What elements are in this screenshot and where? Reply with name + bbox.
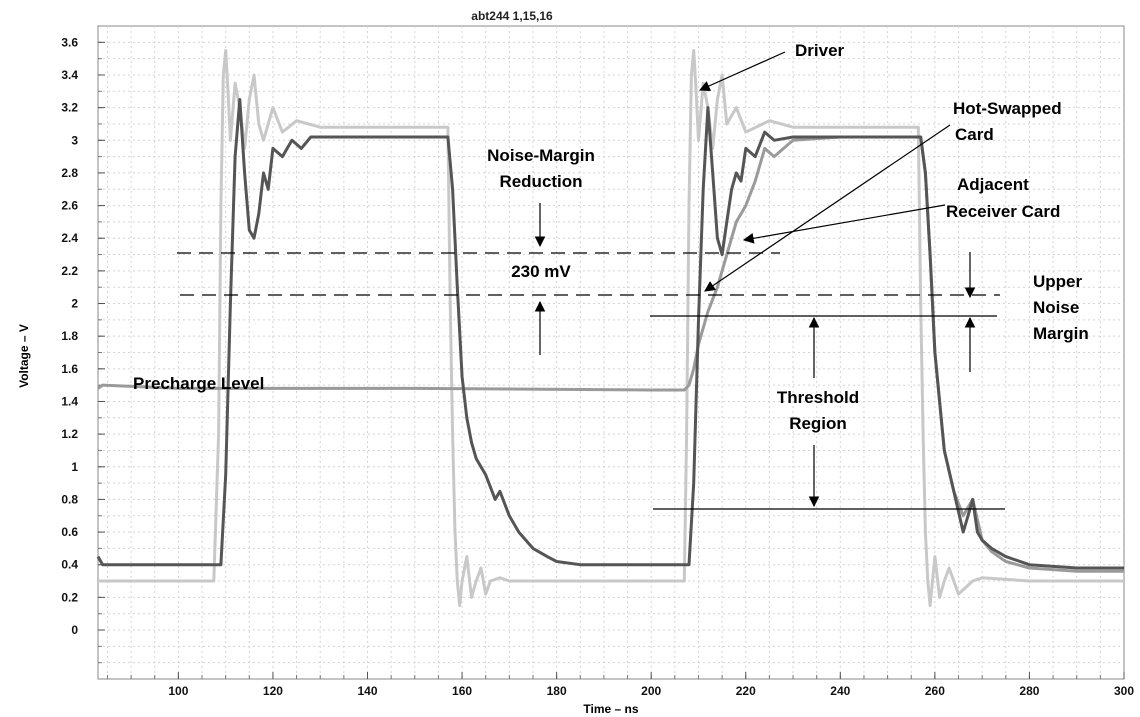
y-tick-label: 3 <box>71 133 78 147</box>
x-tick-label: 180 <box>547 684 567 698</box>
annotation-precharge: Precharge Level <box>133 374 264 393</box>
x-tick-label: 140 <box>357 684 377 698</box>
annotation-noise-margin-1: Noise-Margin <box>487 146 595 165</box>
y-tick-label: 3.2 <box>61 101 78 115</box>
annotation-upper-noise-3: Margin <box>1033 324 1089 343</box>
x-tick-label: 300 <box>1114 684 1134 698</box>
annotation-adjacent-2: Receiver Card <box>946 202 1060 221</box>
annotation-adjacent-1: Adjacent <box>957 175 1029 194</box>
annotation-noise-margin-2: Reduction <box>499 172 582 191</box>
y-tick-label: 2.6 <box>61 199 78 213</box>
reference-lines <box>177 252 1005 510</box>
x-axis-label: Time – ns <box>583 702 638 716</box>
annotation-upper-noise-2: Noise <box>1033 298 1079 317</box>
y-tick-label: 3.6 <box>61 35 78 49</box>
x-tick-label: 100 <box>168 684 188 698</box>
annotation-upper-noise-1: Upper <box>1033 272 1083 291</box>
x-tick-label: 200 <box>641 684 661 698</box>
y-tick-label: 0.8 <box>61 492 78 506</box>
y-tick-label: 1.2 <box>61 427 78 441</box>
y-tick-label: 2.8 <box>61 166 78 180</box>
y-tick-label: 2.4 <box>61 231 78 245</box>
x-tick-label: 240 <box>830 684 850 698</box>
annotation-hot-swapped-1: Hot-Swapped <box>953 99 1062 118</box>
chart-title: abt244 1,15,16 <box>471 9 553 23</box>
y-tick-label: 0.4 <box>61 558 78 572</box>
x-ticks: 100 120 140 160 180 200 220 240 260 280 300 <box>106 672 1134 698</box>
y-tick-label: 0.2 <box>61 590 78 604</box>
y-tick-label: 1.8 <box>61 329 78 343</box>
y-tick-label: 1.6 <box>61 362 78 376</box>
driver-arrow <box>699 51 786 91</box>
y-tick-label: 3.4 <box>61 68 78 82</box>
annotation-hot-swapped-2: Card <box>955 125 994 144</box>
x-tick-label: 120 <box>263 684 283 698</box>
series-driver <box>98 49 1124 607</box>
annotation-driver: Driver <box>795 41 845 60</box>
y-tick-label: 0 <box>71 623 78 637</box>
y-ticks: 0 0.2 0.4 0.6 0.8 1 1.2 1.4 1.6 1.8 2 2.2 2.4 2.6 2.8 3… <box>61 35 105 664</box>
y-axis-label: Voltage – V <box>17 324 31 388</box>
annotation-arrows <box>534 51 976 508</box>
x-tick-label: 260 <box>925 684 945 698</box>
x-tick-label: 280 <box>1019 684 1039 698</box>
x-tick-label: 160 <box>452 684 472 698</box>
adjacent-arrow <box>742 204 946 244</box>
annotation-230mv: 230 mV <box>511 262 571 281</box>
annotation-threshold-1: Threshold <box>777 388 859 407</box>
y-tick-label: 1 <box>71 460 78 474</box>
x-tick-label: 220 <box>736 684 756 698</box>
series-hot-swapped-card <box>96 98 1124 570</box>
y-tick-label: 2 <box>71 297 78 311</box>
annotation-threshold-2: Region <box>789 414 847 433</box>
y-tick-label: 2.2 <box>61 264 78 278</box>
y-tick-label: 0.6 <box>61 525 78 539</box>
y-tick-label: 1.4 <box>61 394 78 408</box>
hot-swapped-arrow <box>704 124 951 292</box>
series <box>96 49 1124 607</box>
